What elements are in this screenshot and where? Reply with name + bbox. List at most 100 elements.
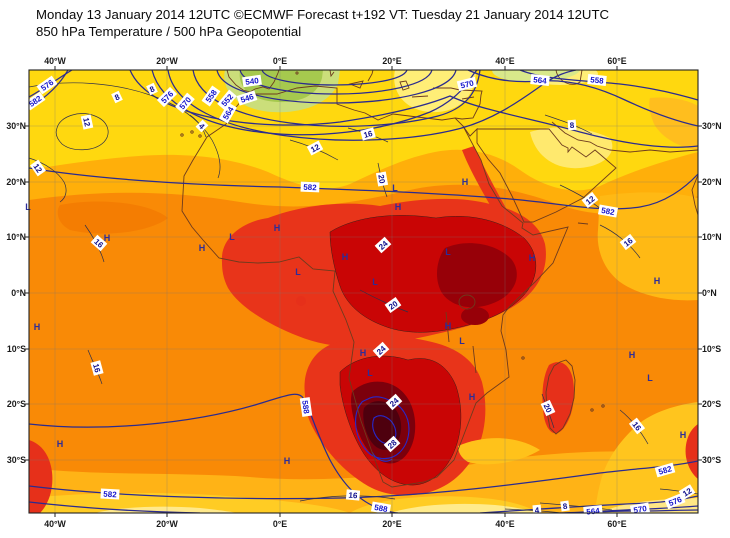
svg-text:16: 16	[348, 491, 358, 501]
low-marker: L	[459, 336, 465, 346]
axis-label-left: 20°N	[6, 177, 26, 187]
coastlines	[180, 70, 698, 488]
high-marker: H	[680, 430, 687, 440]
geopotential-contour-label: 540	[242, 74, 262, 88]
geopotential-contour-label: 558	[587, 74, 607, 86]
high-marker: H	[529, 253, 536, 263]
svg-text:540: 540	[245, 76, 260, 87]
temperature-contour-label: 16	[360, 127, 376, 141]
geopotential-contour-label: 582	[300, 181, 320, 193]
temperature-contour-label: 8	[567, 119, 577, 131]
geopotential-contour-label: 570	[629, 502, 651, 516]
high-marker: H	[469, 392, 476, 402]
axis-label-right: 20°S	[702, 399, 721, 409]
temperature-contour-label: 12	[306, 140, 324, 156]
svg-text:20: 20	[542, 402, 554, 414]
temperature-contour-label: 12	[678, 484, 696, 500]
svg-text:588: 588	[300, 400, 311, 415]
geopotential-contour-label: 564	[583, 505, 603, 517]
svg-text:8: 8	[113, 92, 121, 102]
axis-label-top: 60°E	[607, 56, 626, 66]
axis-label-right: 30°S	[702, 455, 721, 465]
geopotential-contour-label: 582	[100, 488, 120, 500]
low-marker: L	[445, 247, 451, 257]
temperature-contour-label: 8	[146, 82, 158, 96]
svg-text:582: 582	[601, 206, 616, 217]
geopotential-contour-label: 588	[299, 397, 313, 417]
geopotential-contour-label: 564	[530, 74, 550, 86]
axis-label-left: 10°S	[7, 344, 26, 354]
svg-text:546: 546	[239, 92, 255, 105]
axis-label-right: 0°N	[702, 288, 717, 298]
temperature-contour-label: 8	[111, 90, 123, 104]
high-marker: H	[360, 348, 367, 358]
axis-label-right: 20°N	[702, 177, 722, 187]
axis-label-left: 10°N	[6, 232, 26, 242]
high-marker: H	[654, 276, 661, 286]
axis-label-top: 20°W	[156, 56, 178, 66]
high-marker: H	[629, 350, 636, 360]
axis-label-left: 30°S	[7, 455, 26, 465]
low-marker: L	[367, 368, 373, 378]
high-marker: H	[34, 322, 41, 332]
geopotential-contour-label: 546	[236, 90, 258, 106]
svg-text:558: 558	[590, 75, 605, 85]
svg-text:564: 564	[586, 506, 601, 516]
geopotential-contour-label: 582	[597, 204, 619, 218]
temperature-contour-label: 16	[345, 489, 361, 501]
high-marker: H	[274, 223, 281, 233]
high-marker: H	[445, 321, 452, 331]
axis-label-bottom: 20°E	[382, 519, 401, 529]
svg-text:582: 582	[103, 490, 117, 500]
map-frame	[28, 69, 699, 514]
axis-label-bottom: 0°E	[273, 519, 287, 529]
svg-text:570: 570	[460, 78, 476, 90]
high-marker: H	[57, 439, 64, 449]
svg-text:20: 20	[376, 174, 387, 185]
svg-text:12: 12	[81, 117, 92, 128]
axis-label-bottom: 60°E	[607, 519, 626, 529]
temperature-contour-label: 8	[560, 500, 570, 512]
high-marker: H	[284, 456, 291, 466]
temperature-contour-label: 16	[90, 360, 104, 376]
axis-label-bottom: 20°W	[156, 519, 178, 529]
svg-text:582: 582	[657, 464, 673, 476]
low-marker: L	[647, 373, 653, 383]
axis-labels: 40°W 20°W 0°E 20°E 40°E 60°E40°W 20°W 0°E 20°E 40…	[6, 56, 721, 529]
geopotential-contour-label: 582	[654, 462, 676, 478]
svg-text:588: 588	[374, 503, 389, 514]
temperature-contour-label: 20	[384, 297, 402, 313]
high-marker: H	[104, 233, 111, 243]
svg-text:4: 4	[197, 122, 207, 132]
axis-label-top: 40°E	[495, 56, 514, 66]
axis-label-left: 0°N	[11, 288, 26, 298]
axis-label-left: 30°N	[6, 121, 26, 131]
axis-label-bottom: 40°E	[495, 519, 514, 529]
temperature-contour-label: 12	[30, 159, 46, 177]
svg-text:8: 8	[148, 84, 156, 94]
axis-label-left: 20°S	[7, 399, 26, 409]
temperature-contour-label: 12	[80, 114, 94, 130]
axis-label-right: 10°S	[702, 344, 721, 354]
high-marker: H	[462, 177, 469, 187]
high-marker: H	[342, 252, 349, 262]
axis-label-bottom: 40°W	[44, 519, 66, 529]
svg-text:4: 4	[534, 506, 540, 515]
axis-label-top: 20°E	[382, 56, 401, 66]
axis-label-top: 40°W	[44, 56, 66, 66]
low-marker: L	[229, 232, 235, 242]
svg-text:16: 16	[363, 129, 374, 140]
low-marker: L	[372, 277, 378, 287]
low-marker: L	[295, 267, 301, 277]
geopotential-contour-label: 588	[370, 501, 392, 515]
axis-label-right: 10°N	[702, 232, 722, 242]
axis-label-right: 30°N	[702, 121, 722, 131]
svg-text:564: 564	[533, 75, 548, 85]
axis-label-top: 0°E	[273, 56, 287, 66]
svg-text:16: 16	[91, 363, 102, 374]
geopotential-contour-label: 570	[456, 76, 478, 92]
high-marker: H	[199, 243, 206, 253]
